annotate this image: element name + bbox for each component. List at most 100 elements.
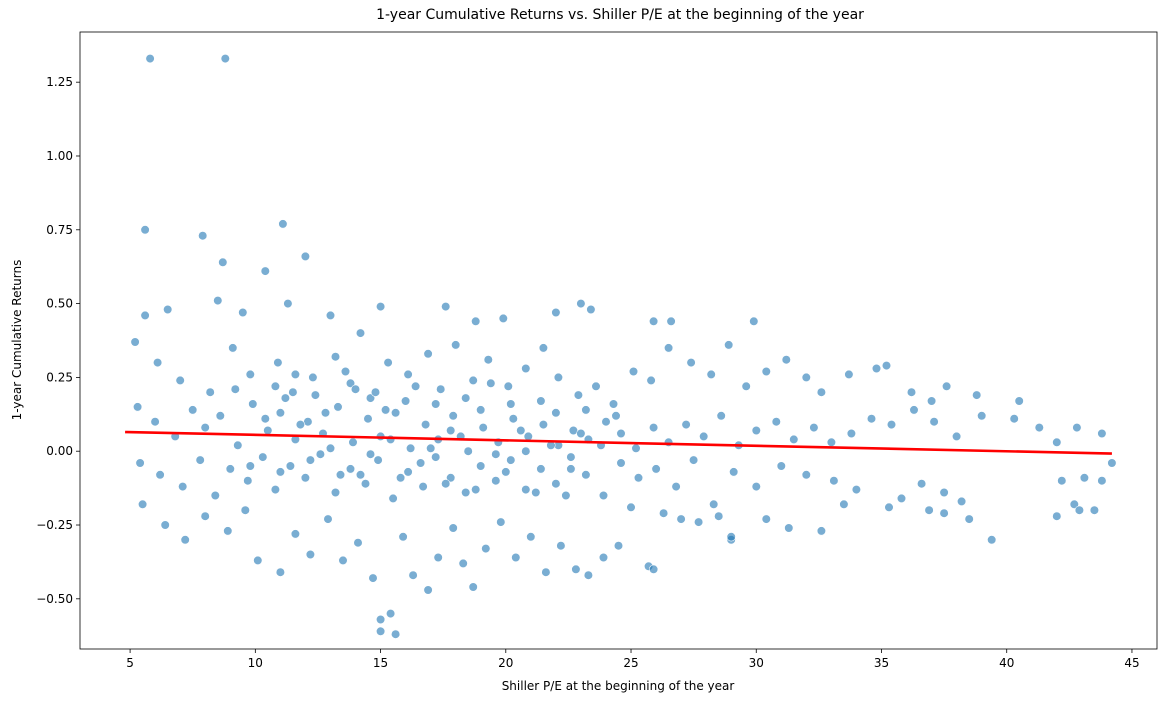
data-point — [386, 608, 396, 619]
data-point — [270, 381, 281, 391]
data-point — [383, 358, 393, 368]
data-point — [706, 369, 716, 380]
data-point — [751, 482, 761, 492]
data-point — [315, 449, 326, 459]
data-point — [468, 375, 478, 386]
data-point — [381, 405, 391, 415]
data-point — [809, 423, 819, 433]
data-point — [929, 417, 939, 427]
data-point — [964, 514, 974, 524]
data-point — [478, 423, 488, 433]
data-point — [816, 387, 827, 397]
data-point — [541, 567, 551, 577]
data-point — [446, 473, 456, 483]
data-point — [939, 508, 949, 518]
data-point — [448, 411, 458, 421]
y-tick-label: 0.75 — [46, 223, 73, 237]
data-point — [1052, 437, 1062, 447]
data-point — [1089, 505, 1099, 515]
data-point — [648, 423, 659, 433]
data-point — [135, 458, 145, 468]
data-point — [631, 443, 641, 453]
data-point — [536, 464, 546, 474]
data-point — [576, 428, 586, 439]
data-point — [1057, 476, 1067, 486]
data-point — [215, 411, 225, 421]
data-point — [523, 431, 533, 442]
data-point — [240, 505, 250, 515]
data-point — [471, 485, 481, 495]
data-point — [801, 470, 811, 480]
data-point — [188, 405, 198, 415]
data-point — [468, 582, 478, 592]
data-point — [699, 431, 709, 442]
data-point — [213, 296, 223, 306]
data-point — [726, 532, 736, 542]
data-point — [503, 381, 513, 391]
data-point — [391, 629, 401, 639]
data-point — [581, 470, 591, 480]
data-point — [581, 405, 591, 415]
data-point — [398, 532, 408, 542]
data-point — [551, 408, 561, 418]
data-point — [133, 402, 143, 412]
data-point — [431, 399, 441, 409]
data-point — [285, 461, 296, 471]
data-point — [198, 231, 208, 241]
data-point — [491, 476, 501, 486]
data-point — [941, 381, 952, 391]
data-point — [598, 490, 609, 501]
data-point — [340, 366, 351, 377]
data-point — [761, 366, 771, 377]
data-point — [275, 408, 286, 418]
data-point — [433, 552, 443, 563]
data-point — [140, 225, 150, 235]
x-axis: 5 10 15 20 25 30 35 40 45 — [126, 649, 1140, 670]
data-point — [616, 428, 626, 439]
data-point — [1107, 458, 1117, 468]
data-point — [658, 508, 669, 518]
data-point — [363, 414, 373, 424]
data-point — [1072, 423, 1082, 433]
data-point — [648, 316, 659, 326]
data-point — [916, 479, 927, 489]
data-point — [536, 396, 546, 406]
data-point — [373, 455, 383, 465]
data-point — [238, 307, 248, 318]
data-point — [295, 420, 306, 430]
data-point — [956, 496, 967, 507]
data-point — [483, 355, 493, 365]
data-point — [896, 493, 907, 504]
y-tick-label: 0.50 — [46, 297, 73, 311]
data-point — [1052, 511, 1062, 521]
data-point — [784, 523, 794, 533]
points-layer — [130, 53, 1117, 639]
data-point — [556, 541, 566, 551]
x-axis-label: Shiller P/E at the beginning of the year — [502, 679, 735, 693]
data-point — [881, 361, 892, 371]
data-point — [566, 452, 576, 462]
data-point — [591, 381, 601, 391]
data-point — [333, 402, 343, 412]
data-point — [263, 425, 273, 436]
data-point — [611, 411, 621, 421]
data-point — [496, 517, 506, 527]
x-tick-label: 30 — [749, 656, 764, 670]
data-point — [977, 411, 987, 421]
data-point — [448, 523, 458, 533]
y-tick-label: 0.00 — [46, 444, 73, 458]
data-point — [416, 458, 426, 468]
data-point — [884, 502, 894, 512]
data-point — [323, 514, 333, 524]
x-tick-label: 20 — [498, 656, 513, 670]
trend-line — [125, 430, 1112, 455]
data-point — [330, 487, 341, 498]
data-point — [486, 378, 496, 388]
data-point — [939, 487, 949, 498]
data-point — [972, 390, 982, 400]
y-tick-label: 0.25 — [46, 370, 73, 384]
data-point — [140, 310, 150, 321]
data-point — [418, 482, 428, 492]
data-point — [233, 440, 243, 450]
